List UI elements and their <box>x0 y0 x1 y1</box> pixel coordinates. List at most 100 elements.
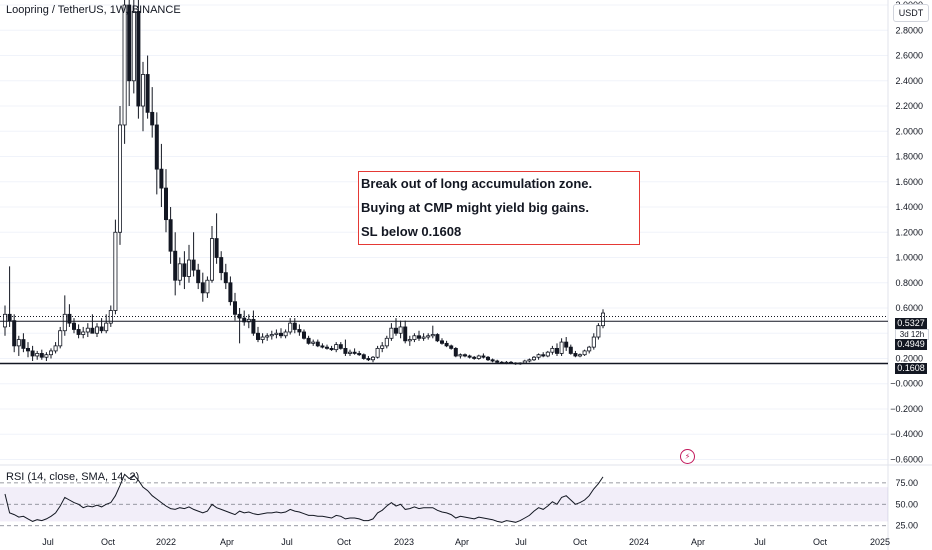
candle-body <box>72 322 77 330</box>
lightning-icon[interactable]: ⚡ <box>680 449 695 464</box>
candle-body <box>177 263 182 281</box>
currency-selector[interactable]: USDT <box>893 4 929 22</box>
x-axis-tick-label: 2025 <box>870 537 890 547</box>
candle-body <box>7 313 12 322</box>
candle-body <box>421 336 426 339</box>
candle-body <box>472 356 477 359</box>
candle-body <box>587 346 592 352</box>
rsi-line <box>4 473 604 523</box>
x-axis-tick-label: Oct <box>337 537 352 547</box>
y-axis-tick-label: −0.0000 <box>890 379 923 389</box>
y-axis-tick-label: −0.6000 <box>890 454 923 464</box>
x-axis-tick-label: 2022 <box>156 537 176 547</box>
candle-body <box>532 356 537 361</box>
candle-body <box>366 358 371 361</box>
candle-body <box>3 313 8 328</box>
y-axis-tick-label: 1.4000 <box>895 202 923 212</box>
candle-body <box>251 318 256 334</box>
candle-body <box>182 263 187 277</box>
candle-body <box>292 322 297 330</box>
candle-body <box>274 332 279 335</box>
candle-body <box>416 335 421 339</box>
candle-body <box>555 347 560 354</box>
annotation-line-3: SL below 0.1608 <box>361 224 462 239</box>
candle-body <box>16 339 21 347</box>
x-axis-tick-label: Oct <box>813 537 828 547</box>
candle-body <box>58 330 63 347</box>
symbol-legend: Loopring / TetherUS, 1W, BINANCE <box>6 4 181 16</box>
candle-body <box>49 350 54 356</box>
candle-body <box>104 322 109 332</box>
candle-body <box>370 356 375 361</box>
x-axis-tick-label: Apr <box>220 537 234 547</box>
candle-body <box>578 354 583 357</box>
candle-body <box>403 326 408 342</box>
candle-body <box>140 74 145 107</box>
x-axis-tick-label: Apr <box>455 537 469 547</box>
candle-body <box>573 353 578 357</box>
candle-body <box>301 331 306 339</box>
candle-body <box>118 124 123 233</box>
candle-body <box>76 329 81 335</box>
rsi-axis-tick-label: 75.00 <box>895 478 918 488</box>
candle-body <box>536 354 541 358</box>
candle-body <box>467 355 472 358</box>
candle-body <box>389 327 394 339</box>
candle-body <box>550 347 555 353</box>
x-axis-tick-label: Jul <box>281 537 293 547</box>
y-axis-tick-label: 0.6000 <box>895 303 923 313</box>
candle-body <box>205 279 210 294</box>
candle-body <box>90 327 95 334</box>
x-axis-tick-label: Jul <box>754 537 766 547</box>
candle-body <box>458 354 463 357</box>
candle-body <box>108 310 113 324</box>
candle-body <box>393 327 398 334</box>
candle-body <box>99 326 104 332</box>
candle-body <box>568 346 573 354</box>
candle-body <box>25 347 30 352</box>
candle-body <box>297 329 302 333</box>
candle-body <box>191 259 196 271</box>
candle-body <box>591 336 596 348</box>
candle-body <box>334 344 339 351</box>
candle-body <box>214 238 219 258</box>
candle-body <box>582 350 587 356</box>
candle-body <box>315 341 320 347</box>
candle-body <box>150 111 155 126</box>
candle-body <box>53 345 58 352</box>
y-axis-tick-label: −0.2000 <box>890 404 923 414</box>
rsi-axis-tick-label: 25.00 <box>895 521 918 531</box>
candle-body <box>154 124 159 170</box>
candle-body <box>398 326 403 334</box>
candle-body <box>352 351 357 354</box>
x-axis-tick-label: Apr <box>691 537 705 547</box>
candle-body <box>495 360 500 363</box>
candle-body <box>85 327 90 333</box>
candle-body <box>407 339 412 342</box>
candle-body <box>173 250 178 281</box>
candle-body <box>522 360 527 364</box>
candle-body <box>426 335 431 338</box>
candle-body <box>168 219 173 252</box>
candle-body <box>159 168 164 189</box>
stop-loss-price-tag: 0.1608 <box>895 363 927 374</box>
candle-body <box>361 354 366 359</box>
candle-body <box>559 341 564 354</box>
x-axis-tick-label: Oct <box>101 537 116 547</box>
candle-body <box>481 355 486 358</box>
candle-body <box>601 312 606 327</box>
y-axis-tick-label: 2.8000 <box>895 25 923 35</box>
y-axis-tick-label: 2.4000 <box>895 76 923 86</box>
x-axis-tick-label: Oct <box>573 537 588 547</box>
y-axis-tick-label: 1.6000 <box>895 177 923 187</box>
y-axis-tick-label: −0.4000 <box>890 429 923 439</box>
candle-body <box>444 342 449 347</box>
candle-body <box>145 74 150 113</box>
annotation-box[interactable]: Break out of long accumulation zone. Buy… <box>358 171 640 245</box>
annotation-line-2: Buying at CMP might yield big gains. <box>361 200 590 215</box>
candle-body <box>430 334 435 337</box>
candle-body <box>21 339 26 349</box>
candle-body <box>255 332 260 340</box>
candle-body <box>196 269 201 284</box>
